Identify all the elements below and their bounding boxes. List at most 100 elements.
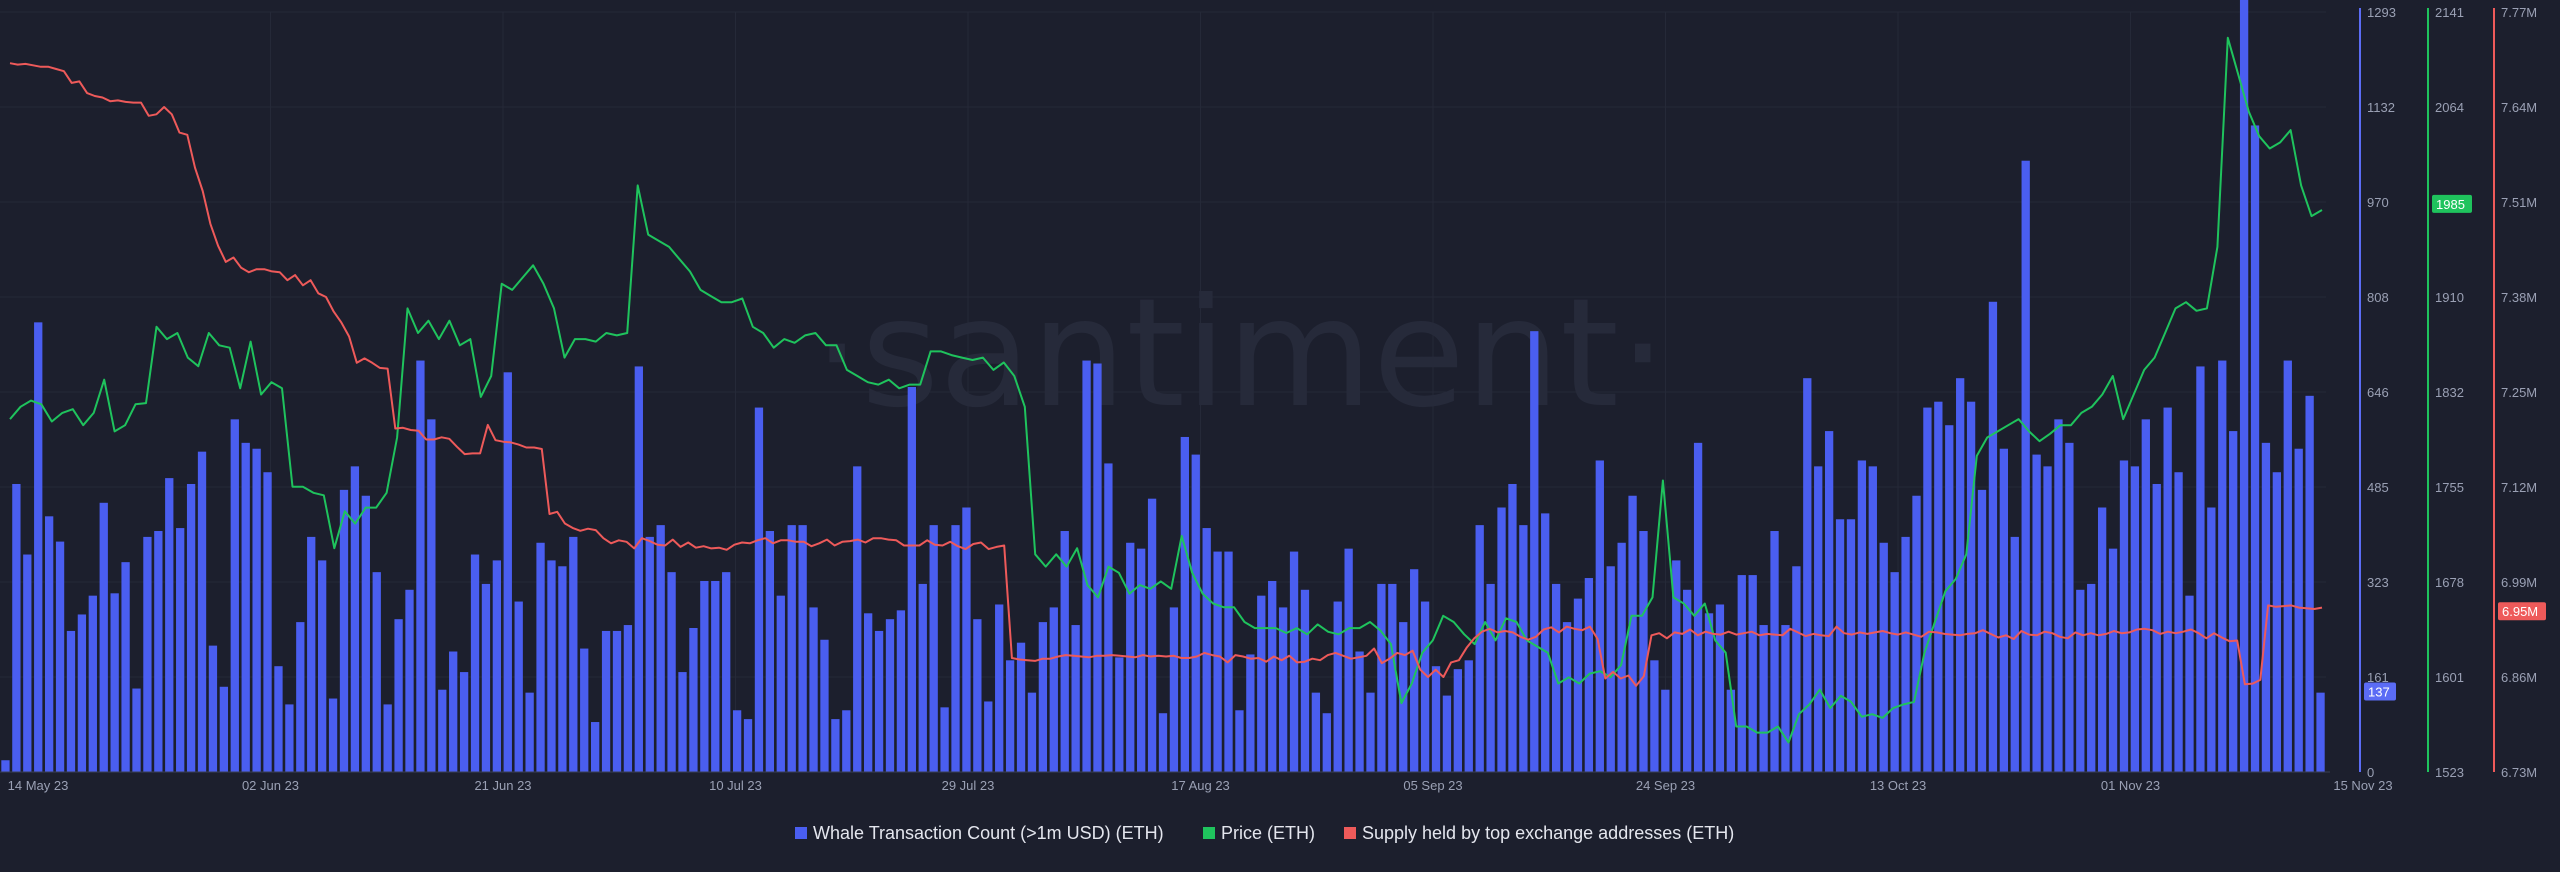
bar [55, 541, 65, 772]
bar [1868, 466, 1877, 772]
count-tick-label: 970 [2367, 195, 2389, 210]
bar [995, 604, 1004, 772]
bar [1191, 454, 1200, 772]
supply-tick-label: 7.38M [2501, 290, 2537, 305]
bar [2294, 448, 2303, 772]
bar [154, 531, 163, 772]
bar [1399, 622, 1408, 772]
bar [208, 645, 218, 772]
bar [1639, 531, 1648, 772]
bar [864, 613, 873, 772]
bar [1562, 622, 1572, 772]
count-tick-label: 646 [2367, 385, 2389, 400]
bar [918, 583, 927, 772]
x-tick-label: 15 Nov 23 [2333, 778, 2392, 793]
supply-tick-label: 7.77M [2501, 5, 2537, 20]
bar [44, 516, 54, 772]
bar [623, 625, 633, 772]
bar [1901, 536, 1910, 772]
bar [1038, 622, 1048, 772]
bar [1, 760, 10, 772]
price-tick-label: 2064 [2435, 100, 2464, 115]
bar [853, 466, 862, 772]
bar [1147, 498, 1157, 772]
bar [2305, 395, 2314, 772]
price-tick-label: 1910 [2435, 290, 2464, 305]
bar [1835, 519, 1845, 772]
bar [2174, 472, 2183, 772]
bar [558, 566, 567, 772]
x-tick-label: 02 Jun 23 [242, 778, 299, 793]
bar [2239, 0, 2249, 772]
bar [1180, 436, 1189, 772]
bar [1115, 657, 1124, 772]
bar [1726, 689, 1735, 772]
bar [798, 525, 807, 772]
bar [1770, 531, 1779, 772]
bar [1759, 625, 1768, 772]
bar [1606, 566, 1615, 772]
bar [842, 710, 851, 772]
count-tick-label: 808 [2367, 290, 2389, 305]
bar [1278, 607, 1288, 772]
bar [820, 639, 829, 772]
bar [88, 595, 97, 772]
legend-label: Whale Transaction Count (>1m USD) (ETH) [813, 823, 1164, 843]
bar [2141, 419, 2150, 772]
bar [1814, 466, 1823, 772]
bar [339, 489, 349, 772]
bar [2207, 507, 2216, 772]
bar [2010, 536, 2019, 772]
supply-tick-label: 7.25M [2501, 385, 2537, 400]
bar [732, 710, 742, 772]
x-tick-label: 17 Aug 23 [1171, 778, 1230, 793]
bar [601, 630, 611, 772]
bar [66, 630, 76, 772]
bar [1890, 572, 1899, 772]
bar [1082, 360, 1091, 772]
bar [973, 619, 982, 772]
supply-tick-label: 7.12M [2501, 480, 2537, 495]
bar [1388, 583, 1397, 772]
bar [99, 502, 108, 772]
bar [525, 692, 534, 772]
bar [143, 536, 152, 772]
count-value-label: 137 [2368, 684, 2390, 699]
legend-label: Price (ETH) [1221, 823, 1315, 843]
legend-swatch [1203, 827, 1215, 839]
bar [1060, 531, 1069, 772]
bar [1999, 448, 2009, 772]
bar [1158, 713, 1168, 772]
bar [711, 580, 720, 772]
bar [1519, 525, 1528, 772]
supply-line [9, 62, 2323, 687]
bar [1420, 601, 1430, 772]
bar [350, 466, 360, 772]
bar [1464, 660, 1473, 772]
bar [2119, 460, 2129, 772]
bar [2272, 472, 2282, 772]
bar [1530, 331, 1539, 772]
price-tick-label: 1523 [2435, 765, 2464, 780]
bar [1071, 625, 1080, 772]
bar [1508, 483, 1517, 772]
bar [1322, 713, 1331, 772]
bar [1104, 463, 1113, 772]
bar [1355, 651, 1364, 772]
bar [132, 688, 141, 772]
bar [2087, 583, 2096, 772]
bar [1049, 607, 1058, 772]
price-value-badge [2432, 194, 2472, 213]
bar [1202, 528, 1211, 772]
bar [2021, 160, 2030, 772]
legend: Whale Transaction Count (>1m USD) (ETH) P… [795, 823, 1734, 843]
supply-tick-label: 6.86M [2501, 670, 2537, 685]
bar [2283, 360, 2292, 772]
supply-value-label: 6.95M [2502, 604, 2538, 619]
bar [110, 593, 119, 772]
bar [1966, 401, 1976, 772]
bar [405, 589, 414, 772]
bar [2163, 407, 2172, 772]
bar [1377, 583, 1386, 772]
bar [809, 607, 818, 772]
